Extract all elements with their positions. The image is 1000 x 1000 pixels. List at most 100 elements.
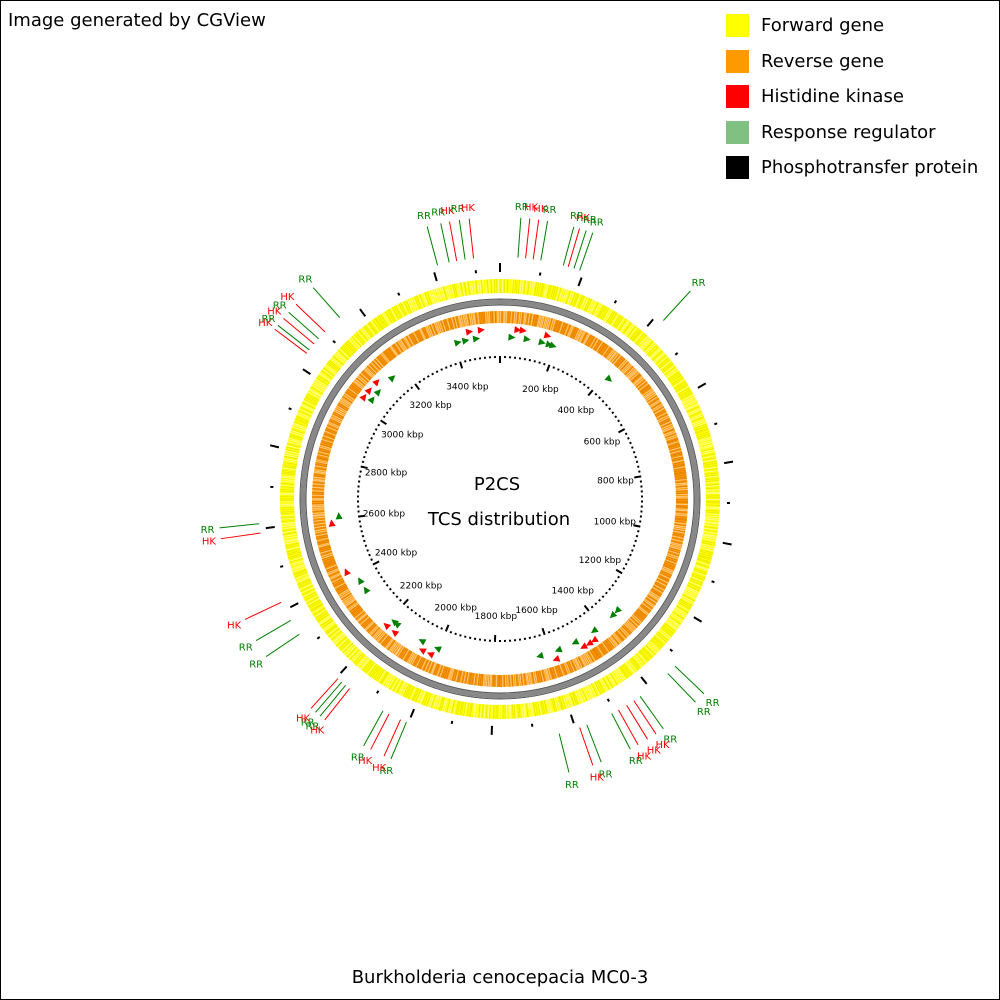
scale-tick <box>422 617 426 621</box>
forward-gene-tick <box>540 283 545 298</box>
forward-gene-tick <box>636 334 647 346</box>
reverse-gene-tick <box>512 311 514 324</box>
reverse-gene-tick <box>362 370 372 380</box>
forward-gene-tick <box>683 399 697 407</box>
scale-label: 3400 kbp <box>446 383 489 393</box>
reverse-gene-tick <box>651 403 663 411</box>
forward-gene-tick <box>302 590 316 598</box>
reverse-gene-tick <box>633 376 644 386</box>
scale-label: 1000 kbp <box>594 518 637 528</box>
reverse-gene-tick <box>327 568 339 574</box>
forward-gene-tick <box>588 300 596 314</box>
rr-marker <box>536 651 544 659</box>
reverse-gene-tick <box>323 558 335 564</box>
forward-gene-tick <box>281 472 296 476</box>
reverse-gene-tick <box>342 595 354 603</box>
reverse-gene-tick <box>668 550 680 555</box>
hk-label: HK <box>202 536 217 547</box>
forward-gene-tick <box>556 287 562 302</box>
forward-gene-tick <box>294 573 309 580</box>
reverse-gene-tick <box>354 378 365 388</box>
scale-tick <box>583 604 590 612</box>
reverse-gene-tick <box>345 391 356 400</box>
forward-gene-tick <box>582 687 590 701</box>
forward-gene-tick <box>693 423 707 429</box>
forward-gene-tick <box>617 667 627 680</box>
forward-gene-tick <box>292 424 307 430</box>
forward-gene-tick <box>311 605 325 614</box>
forward-gene-tick <box>442 286 448 301</box>
reverse-gene-tick <box>675 514 688 517</box>
reverse-gene-tick <box>329 572 341 579</box>
forward-gene-tick <box>703 527 718 531</box>
forward-gene-tick <box>634 654 645 666</box>
forward-gene-tick <box>346 646 358 658</box>
forward-gene-tick <box>305 395 319 403</box>
reverse-gene-tick <box>460 315 464 327</box>
forward-gene-tick <box>489 704 491 719</box>
reverse-gene-tick <box>539 315 544 328</box>
reverse-gene-tick <box>577 656 584 668</box>
forward-gene-tick <box>284 452 299 457</box>
scale-tick <box>614 415 618 419</box>
reverse-gene-tick <box>430 662 436 675</box>
forward-gene-tick <box>678 600 692 608</box>
forward-gene-tick <box>341 641 353 653</box>
forward-gene-tick <box>681 394 694 402</box>
scale-tick <box>395 399 399 403</box>
forward-gene-tick <box>571 691 578 706</box>
forward-gene-tick <box>300 404 314 412</box>
reverse-gene-tick <box>317 454 330 458</box>
rr-marker <box>418 639 427 646</box>
forward-gene-tick <box>360 328 370 340</box>
forward-gene-tick <box>693 422 707 428</box>
scale-label: 400 kbp <box>558 406 595 416</box>
reverse-gene-tick <box>525 673 528 686</box>
reverse-gene-tick <box>358 375 368 384</box>
forward-gene-tick <box>441 286 447 301</box>
forward-gene-tick <box>282 526 296 530</box>
forward-gene-tick <box>575 294 582 308</box>
forward-gene-tick <box>521 280 524 295</box>
forward-gene-tick <box>671 612 684 622</box>
forward-gene-tick <box>604 309 613 323</box>
callout-line <box>611 713 631 750</box>
scale-tick <box>578 380 582 384</box>
forward-gene-tick <box>686 405 700 413</box>
forward-gene-tick <box>586 685 594 699</box>
reverse-gene-tick <box>450 668 455 681</box>
forward-gene-tick <box>655 354 667 365</box>
reverse-gene-tick <box>411 332 419 344</box>
reverse-gene-tick <box>631 615 641 625</box>
reverse-gene-tick <box>646 395 658 403</box>
forward-gene-tick <box>288 556 303 562</box>
reverse-gene-tick <box>661 567 674 574</box>
reverse-gene-tick <box>316 457 329 461</box>
forward-gene-tick <box>345 341 356 353</box>
forward-gene-tick <box>517 279 520 294</box>
scale-tick <box>629 553 632 557</box>
reverse-gene-tick <box>370 362 380 372</box>
forward-gene-tick <box>695 562 710 568</box>
forward-gene-tick <box>528 281 532 296</box>
forward-gene-tick <box>669 374 682 383</box>
forward-gene-tick <box>702 459 717 463</box>
rr-label: RR <box>590 217 604 228</box>
forward-gene-tick <box>546 284 551 299</box>
forward-gene-tick <box>317 375 330 384</box>
reverse-gene-tick <box>557 321 562 333</box>
reverse-gene-tick <box>390 641 398 652</box>
rr-label: RR <box>706 698 720 709</box>
hk-marker <box>364 387 372 396</box>
reverse-gene-tick <box>637 381 648 391</box>
forward-gene-tick <box>676 605 689 614</box>
reverse-gene-tick <box>659 573 671 580</box>
reverse-gene-tick <box>675 513 688 515</box>
forward-gene-tick <box>527 702 531 717</box>
reverse-gene-tick <box>671 458 684 462</box>
forward-gene-tick <box>374 668 384 681</box>
forward-gene-tick <box>285 450 300 455</box>
scale-tick <box>357 514 366 518</box>
forward-gene-tick <box>412 296 419 311</box>
reverse-gene-tick <box>459 315 463 328</box>
